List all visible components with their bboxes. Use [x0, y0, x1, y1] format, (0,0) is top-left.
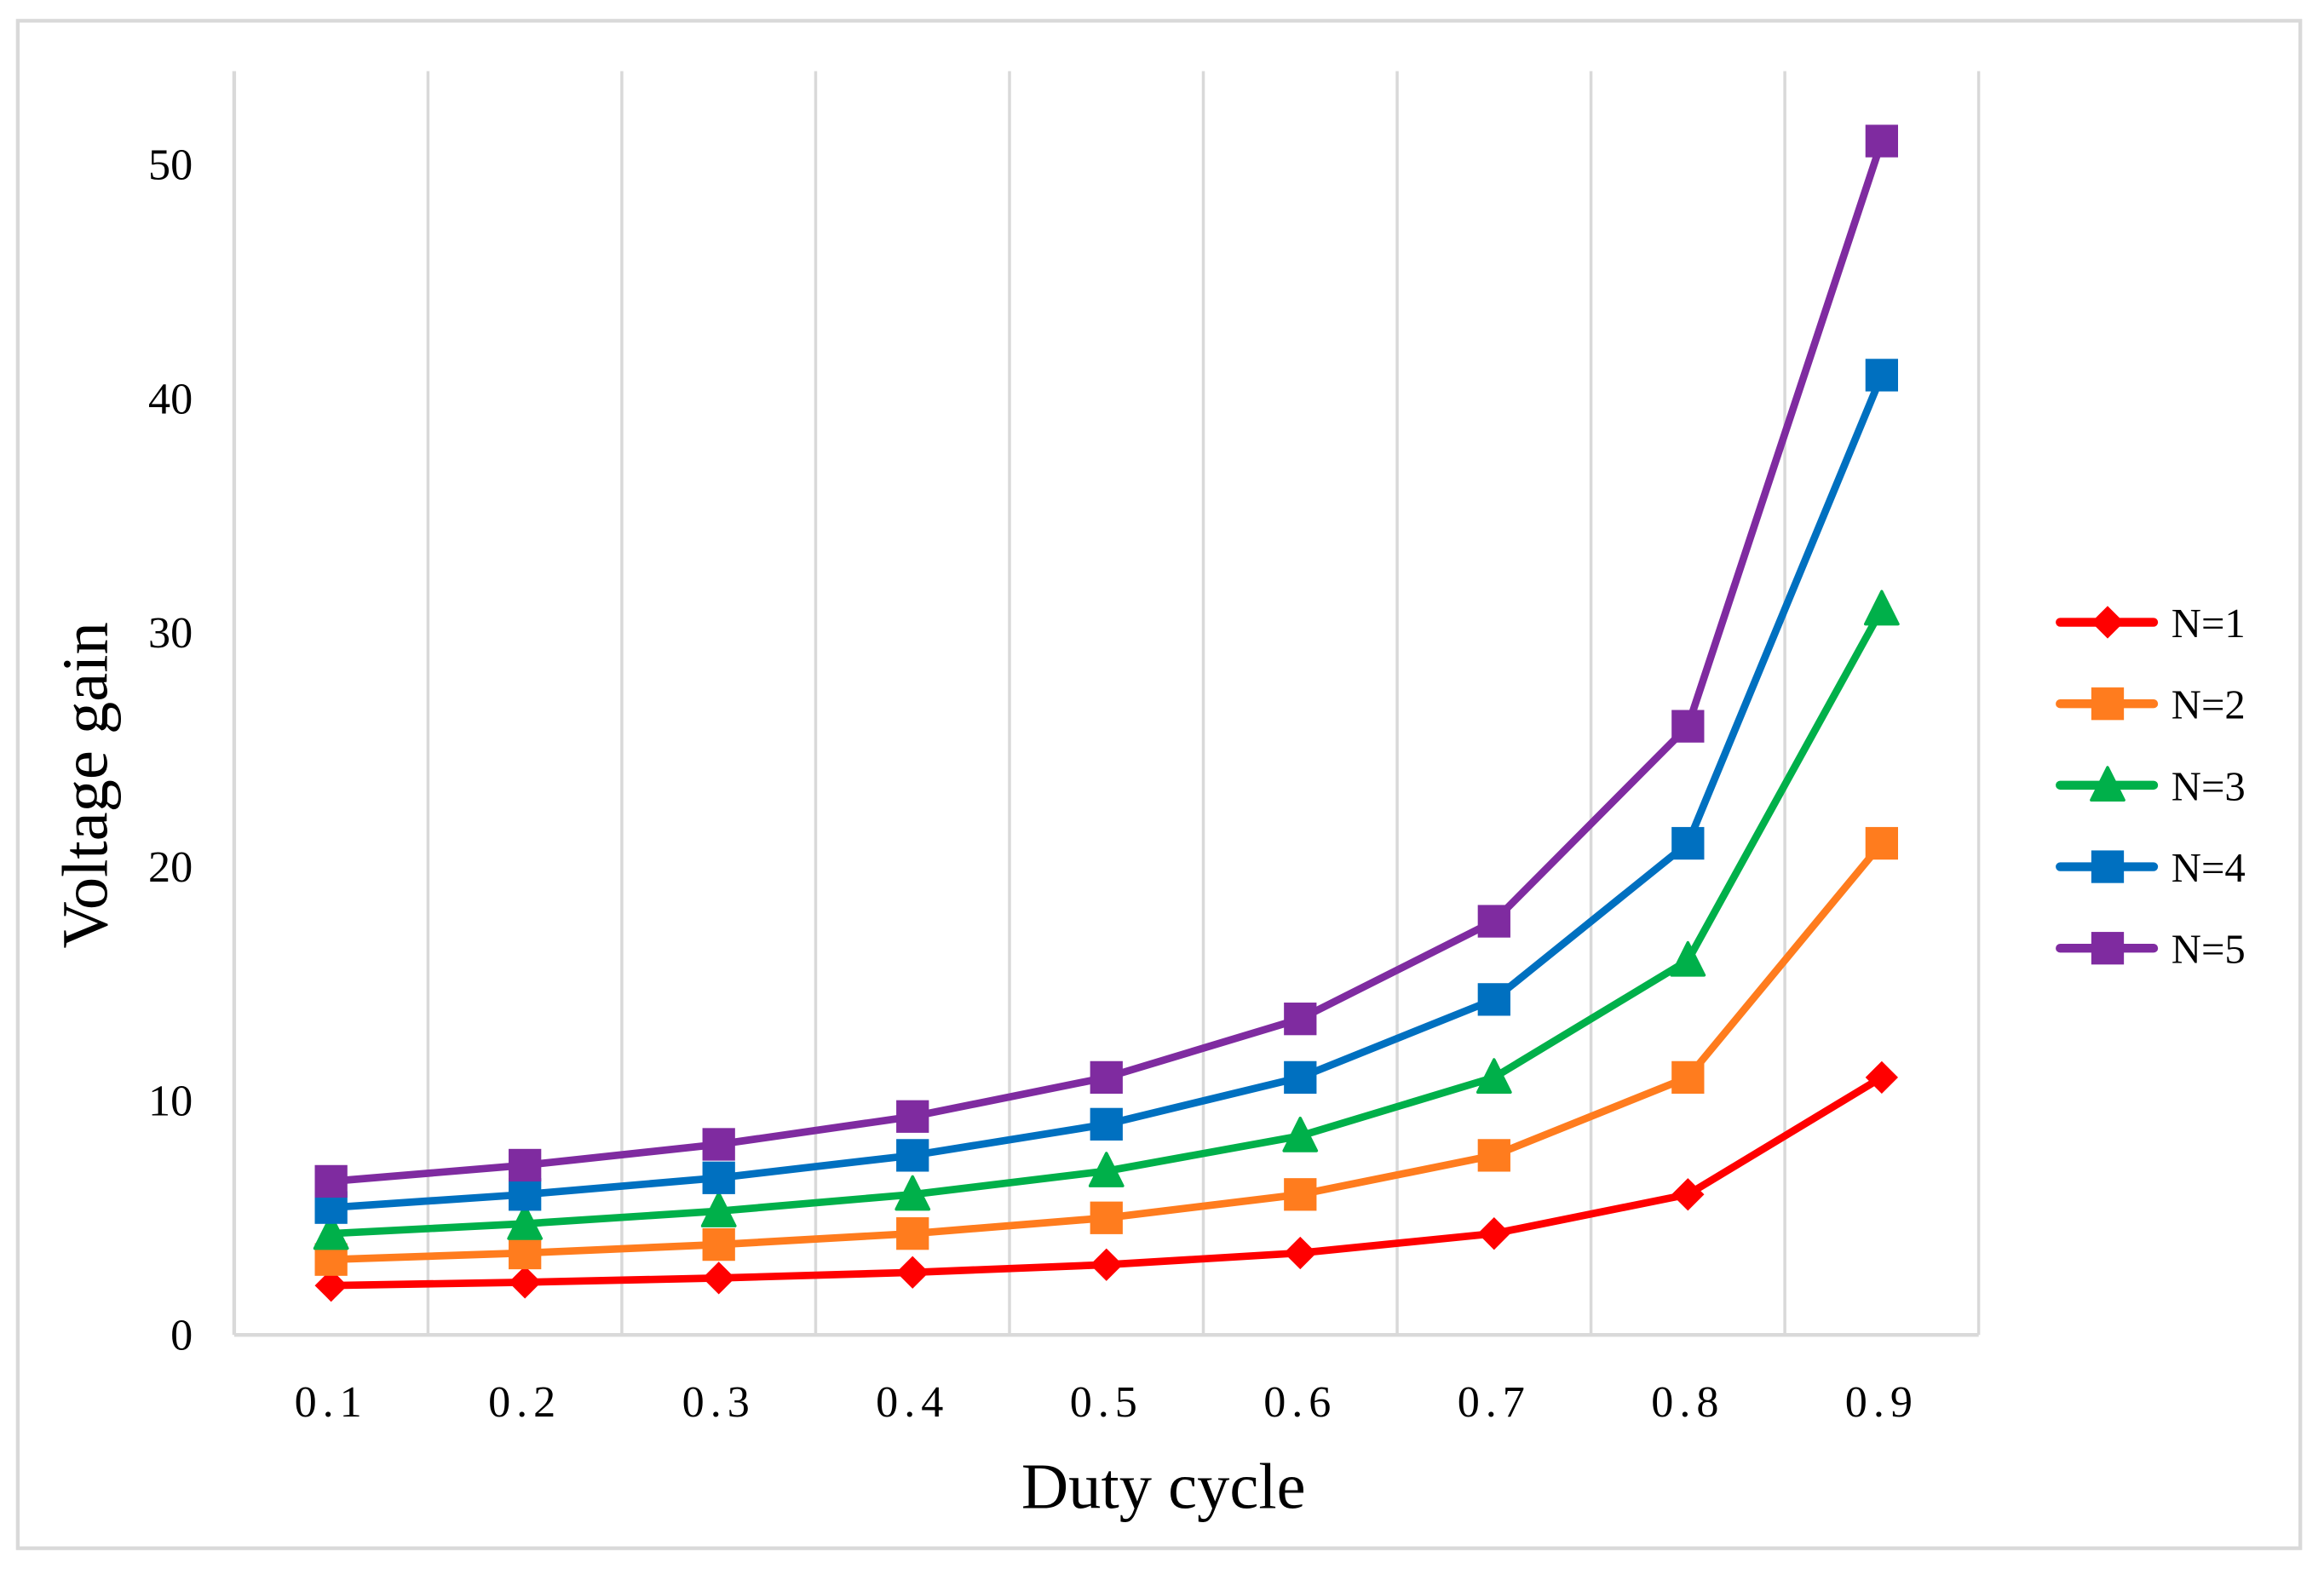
triangle-marker: [1863, 589, 1900, 626]
y-tick-label: 10: [148, 1078, 193, 1126]
legend-item: N=4: [2056, 845, 2246, 891]
legend-label: N=4: [2172, 845, 2246, 891]
triangle-marker: [895, 1175, 931, 1211]
square-marker: [702, 1128, 735, 1161]
x-tick-label: 0.5: [1070, 1378, 1143, 1427]
diamond-marker: [896, 1256, 929, 1289]
triangle-marker: [1282, 1116, 1319, 1152]
legend-item: N=2: [2056, 682, 2246, 728]
diamond-marker: [314, 1269, 348, 1302]
legend-item: N=3: [2056, 763, 2246, 809]
triangle-marker: [1088, 1152, 1125, 1187]
square-marker: [2091, 932, 2125, 965]
y-tick-label: 20: [148, 843, 193, 892]
square-marker: [1865, 826, 1899, 860]
diamond-marker: [509, 1266, 542, 1299]
legend-label: N=5: [2172, 927, 2246, 973]
square-marker: [1671, 1060, 1705, 1095]
square-marker: [1284, 1060, 1317, 1095]
square-marker: [702, 1161, 735, 1194]
diamond-marker: [2091, 606, 2125, 639]
legend: N=1 N=2 N=3 N=4 N=5: [2056, 601, 2246, 973]
y-tick-label: 40: [148, 375, 193, 423]
series-n-2: [314, 826, 1899, 1276]
square-marker: [1284, 1178, 1317, 1211]
series-n-5: [314, 124, 1899, 1198]
x-tick-label: 0.8: [1651, 1378, 1724, 1427]
chart-border: [15, 19, 2303, 1550]
square-marker: [1671, 826, 1705, 860]
y-tick-label: 50: [148, 141, 193, 189]
triangle-marker: [700, 1192, 737, 1227]
square-marker: [314, 1164, 348, 1198]
square-marker: [2091, 850, 2125, 883]
square-marker: [509, 1178, 542, 1211]
square-marker: [1477, 905, 1510, 938]
square-marker: [1090, 1060, 1123, 1095]
square-marker: [896, 1100, 929, 1133]
legend-label: N=3: [2172, 763, 2246, 809]
square-marker: [1671, 710, 1705, 743]
y-tick-label: 0: [170, 1312, 193, 1360]
x-tick-label: 0.9: [1845, 1378, 1918, 1427]
gridlines: [232, 71, 1981, 1337]
square-marker: [1284, 1003, 1317, 1036]
square-marker: [1090, 1107, 1123, 1141]
x-tick-label: 0.4: [876, 1378, 949, 1427]
square-marker: [509, 1148, 542, 1182]
series-n-3: [313, 589, 1900, 1250]
diamond-marker: [1477, 1217, 1510, 1250]
x-tick-label: 0.7: [1458, 1378, 1531, 1427]
square-marker: [896, 1139, 929, 1172]
square-marker: [1865, 359, 1899, 392]
square-marker: [1477, 1139, 1510, 1172]
diamond-marker: [1671, 1178, 1705, 1211]
triangle-marker: [313, 1214, 349, 1250]
square-marker: [1865, 124, 1899, 158]
legend-item: N=5: [2056, 927, 2246, 973]
x-axis-label: Duty cycle: [1021, 1451, 1306, 1523]
square-marker: [896, 1217, 929, 1250]
y-axis-label: Voltage gain: [49, 622, 121, 948]
triangle-marker: [507, 1204, 544, 1240]
square-marker: [509, 1236, 542, 1270]
x-tick-label: 0.3: [682, 1378, 756, 1427]
square-marker: [1477, 983, 1510, 1016]
y-tick-label: 30: [148, 609, 193, 658]
x-tick-label: 0.2: [488, 1378, 561, 1427]
y-axis-ticks: 0 10 20 30 40 50: [148, 141, 193, 1359]
series-n-4: [314, 359, 1899, 1224]
legend-label: N=2: [2172, 682, 2246, 728]
triangle-marker: [1476, 1058, 1512, 1095]
x-axis-ticks: 0.1 0.2 0.3 0.4 0.5 0.6 0.7 0.8 0.9: [295, 1378, 1918, 1427]
triangle-marker: [2090, 766, 2126, 802]
square-marker: [702, 1227, 735, 1262]
x-tick-label: 0.6: [1263, 1378, 1337, 1427]
legend-item: N=1: [2056, 601, 2246, 647]
square-marker: [2091, 687, 2125, 721]
legend-label: N=1: [2172, 601, 2246, 647]
x-tick-label: 0.1: [295, 1378, 368, 1427]
series-group: [313, 124, 1900, 1302]
triangle-marker: [1670, 940, 1706, 977]
square-marker: [1090, 1201, 1123, 1234]
